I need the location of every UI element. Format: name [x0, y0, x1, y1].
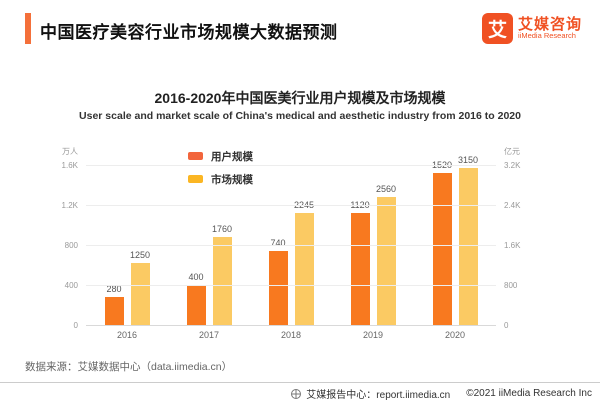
logo-name: 艾媒咨询: [517, 15, 582, 33]
gridline: [86, 245, 496, 246]
bar-用户规模-2020: [432, 173, 452, 325]
footer-copyright: ©2021 iiMedia Research Inc: [466, 388, 592, 399]
right-axis-tick: 1.6K: [504, 241, 521, 250]
gridline: [86, 285, 496, 286]
left-axis-tick: 1.6K: [61, 161, 78, 170]
bar-市场规模-2019: [376, 197, 396, 325]
bar-value-label: 3150: [457, 154, 479, 165]
title-accent-bar: [25, 13, 31, 44]
x-axis-label: 2019: [362, 330, 384, 340]
right-axis-tick: 0: [504, 321, 509, 330]
plot-area: 280 1250 400 1760 740 2245 1120 2560 1520 3150: [86, 155, 496, 325]
gridline: [86, 165, 496, 166]
x-axis-label: 2016: [116, 330, 138, 340]
bar-用户规模-2017: [186, 285, 206, 325]
left-axis-tick: 0: [73, 321, 78, 330]
right-axis-tick: 3.2K: [504, 161, 521, 170]
bar-value-label: 2245: [293, 199, 315, 210]
logo-subname: iiMedia Research: [517, 31, 576, 41]
gridline: [86, 205, 496, 206]
bar-group-2019: 1120 2560: [350, 184, 396, 325]
left-axis-unit: 万人: [62, 147, 78, 156]
bar-group-2017: 400 1760: [186, 224, 232, 325]
bar-市场规模-2020: [458, 167, 478, 325]
bar-value-label: 400: [188, 272, 204, 282]
bar-value-label: 280: [106, 284, 122, 294]
bar-用户规模-2016: [104, 297, 124, 325]
left-axis-tick: 800: [64, 241, 78, 250]
x-axis-line: [86, 325, 496, 326]
iimedia-globe-icon: [291, 388, 302, 399]
page-title: 中国医疗美容行业市场规模大数据预测: [40, 23, 338, 42]
bar-value-label: 1760: [211, 224, 233, 234]
chart-subtitle: User scale and market scale of China's m…: [79, 110, 521, 122]
left-axis-tick: 400: [64, 281, 78, 290]
footer-site-text: 艾媒报告中心：report.iimedia.cn: [306, 390, 451, 400]
bar-市场规模-2018: [294, 212, 314, 325]
chart-title: 2016-2020年中国医美行业用户规模及市场规模: [154, 90, 446, 106]
bar-市场规模-2017: [212, 237, 232, 325]
report-footer: 艾媒报告中心：report.iimedia.cn ©2021 iiMedia R…: [0, 382, 600, 400]
legend-item-用户规模[interactable]: 用户规模: [188, 148, 253, 164]
x-axis-label: 2020: [444, 330, 466, 340]
chart-legend: 用户规模 市场规模: [188, 148, 253, 194]
iimedia-logo-icon: 艾: [481, 13, 513, 44]
bar-value-label: 2560: [375, 184, 397, 194]
bar-group-2020: 1520 3150: [432, 155, 478, 325]
bar-市场规模-2016: [130, 262, 150, 325]
iimedia-logo: 艾 艾媒咨询 iiMedia Research: [481, 13, 582, 44]
left-axis-tick: 1.2K: [61, 201, 78, 210]
legend-swatch-icon: [188, 175, 203, 183]
legend-swatch-icon: [188, 152, 203, 160]
right-axis-tick: 800: [504, 281, 518, 290]
bar-用户规模-2018: [268, 251, 288, 325]
right-axis-tick: 2.4K: [504, 201, 521, 210]
bar-用户规模-2019: [350, 213, 370, 325]
right-axis-unit: 亿元: [504, 147, 520, 156]
bar-group-2016: 280 1250: [104, 250, 150, 325]
report-header: 中国医疗美容行业市场规模大数据预测 艾 艾媒咨询 iiMedia Researc…: [0, 0, 600, 62]
x-axis-label: 2017: [198, 330, 220, 340]
bar-value-label: 1250: [129, 249, 151, 260]
data-source-note: 数据来源：艾媒数据中心（data.iimedia.cn）: [25, 361, 233, 373]
bar-value-label: 740: [270, 238, 286, 248]
legend-item-市场规模[interactable]: 市场规模: [188, 171, 253, 187]
x-axis-label: 2018: [280, 330, 302, 340]
bar-group-2018: 740 2245: [268, 200, 314, 325]
